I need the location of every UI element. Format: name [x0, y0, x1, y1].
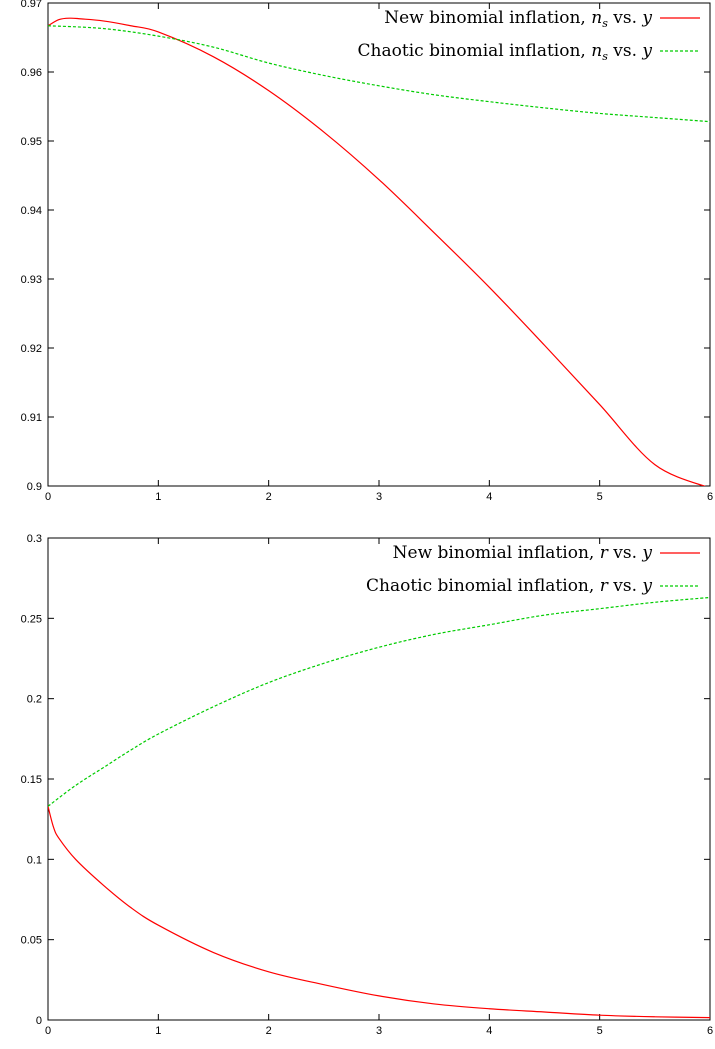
legend-label: Chaotic binomial inflation, r vs. y: [366, 576, 652, 596]
y-tick-label: 0.3: [27, 533, 42, 545]
legend-label: New binomial inflation, ns vs. y: [384, 8, 652, 30]
y-tick-label: 0.1: [27, 854, 42, 866]
y-tick-label: 0.94: [21, 205, 42, 217]
y-tick-label: 0.05: [21, 935, 42, 947]
y-tick-label: 0.97: [21, 0, 42, 10]
y-tick-label: 0.2: [27, 694, 42, 706]
x-tick-label: 1: [155, 1025, 161, 1037]
series-line-2: [48, 596, 710, 807]
x-tick-label: 5: [597, 491, 603, 503]
x-tick-label: 4: [486, 491, 492, 503]
x-tick-label: 5: [597, 1025, 603, 1037]
y-tick-label: 0.95: [21, 136, 42, 148]
y-tick-label: 0.15: [21, 774, 42, 786]
legend-label: Chaotic binomial inflation, ns vs. y: [358, 41, 653, 63]
y-tick-label: 0.92: [21, 343, 42, 355]
y-tick-label: 0: [36, 1015, 42, 1027]
legend-label: New binomial inflation, r vs. y: [393, 543, 653, 563]
series-line-2: [48, 25, 710, 123]
x-tick-label: 4: [486, 1025, 492, 1037]
x-tick-label: 3: [376, 1025, 382, 1037]
series-line-1: [48, 17, 707, 486]
x-tick-label: 1: [155, 491, 161, 503]
plot-frame: [47, 537, 711, 1021]
x-tick-label: 0: [45, 491, 51, 503]
plot-frame: [47, 2, 711, 487]
y-tick-label: 0.91: [21, 412, 42, 424]
x-tick-label: 6: [707, 1025, 713, 1037]
chart-panel-1: 0 1 2 3 4 5 6 0.9 0.91 0.92 0.93 0.94 0.95 0.96 0.97 Ne…: [21, 0, 713, 503]
y-tick-label: 0.93: [21, 274, 42, 286]
x-tick-label: 6: [707, 491, 713, 503]
y-tick-label: 0.9: [27, 481, 42, 493]
x-tick-label: 3: [376, 491, 382, 503]
x-tick-label: 2: [266, 1025, 272, 1037]
x-tick-label: 2: [266, 491, 272, 503]
series-line-1: [48, 806, 710, 1019]
x-tick-label: 0: [45, 1025, 51, 1037]
y-tick-label: 0.25: [21, 613, 42, 625]
chart-panel-2: 0 1 2 3 4 5 6 0 0.05 0.1 0.15 0.2 0.25 0.3 New binomia…: [21, 533, 713, 1037]
y-tick-label: 0.96: [21, 67, 42, 79]
